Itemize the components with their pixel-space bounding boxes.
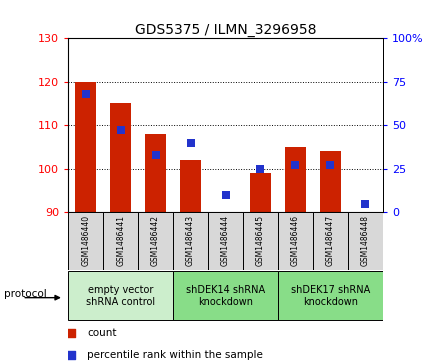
Text: GSM1486444: GSM1486444 — [221, 215, 230, 266]
Point — [362, 201, 369, 207]
Bar — [278, 212, 313, 270]
Point — [327, 162, 334, 168]
Bar — [138, 212, 173, 270]
Point — [117, 127, 124, 133]
Text: shDEK17 shRNA
knockdown: shDEK17 shRNA knockdown — [291, 285, 370, 307]
Point — [187, 140, 194, 146]
Text: percentile rank within the sample: percentile rank within the sample — [87, 350, 263, 360]
Text: shDEK14 shRNA
knockdown: shDEK14 shRNA knockdown — [186, 285, 265, 307]
Bar — [68, 212, 103, 270]
Bar — [285, 147, 306, 212]
Bar — [173, 212, 208, 270]
Bar — [173, 272, 278, 320]
Text: GSM1486445: GSM1486445 — [256, 215, 265, 266]
Text: GSM1486440: GSM1486440 — [81, 215, 90, 266]
Text: protocol: protocol — [4, 289, 47, 299]
Point — [257, 166, 264, 172]
Text: empty vector
shRNA control: empty vector shRNA control — [86, 285, 155, 307]
Text: GSM1486441: GSM1486441 — [116, 215, 125, 266]
Bar — [208, 212, 243, 270]
Point — [152, 152, 159, 158]
Point — [68, 352, 75, 358]
Bar — [320, 151, 341, 212]
Text: GSM1486446: GSM1486446 — [291, 215, 300, 266]
Bar — [103, 212, 138, 270]
Bar — [313, 212, 348, 270]
Bar — [68, 272, 173, 320]
Bar — [348, 212, 383, 270]
Title: GDS5375 / ILMN_3296958: GDS5375 / ILMN_3296958 — [135, 23, 316, 37]
Text: count: count — [87, 328, 117, 338]
Bar — [145, 134, 166, 212]
Point — [68, 330, 75, 336]
Bar — [250, 173, 271, 212]
Bar — [180, 160, 201, 212]
Text: GSM1486447: GSM1486447 — [326, 215, 335, 266]
Bar — [110, 103, 131, 212]
Point — [222, 192, 229, 198]
Bar — [278, 272, 383, 320]
Bar — [75, 82, 96, 212]
Text: GSM1486448: GSM1486448 — [361, 215, 370, 266]
Text: GSM1486442: GSM1486442 — [151, 215, 160, 266]
Point — [292, 162, 299, 168]
Text: GSM1486443: GSM1486443 — [186, 215, 195, 266]
Bar — [243, 212, 278, 270]
Point — [82, 91, 89, 97]
